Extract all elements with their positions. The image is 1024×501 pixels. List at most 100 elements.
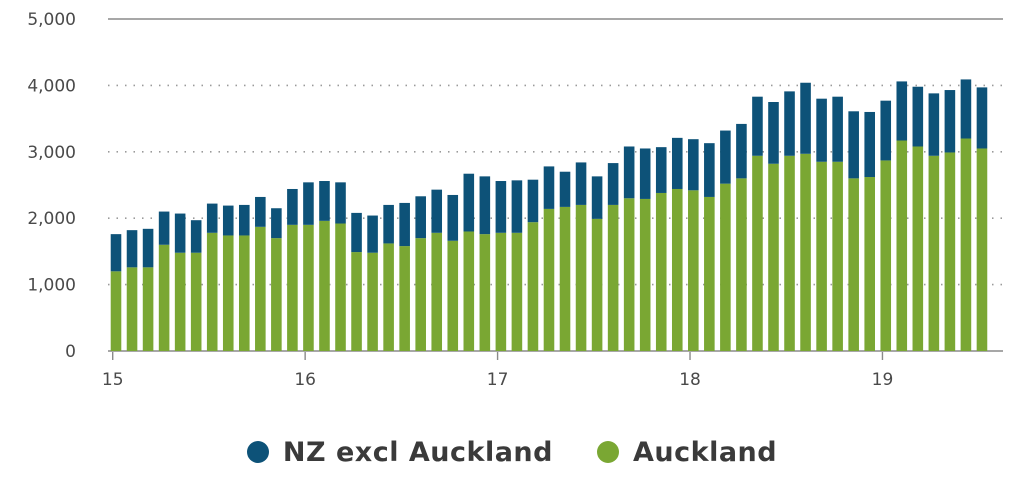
bar-nz-excl-auckland xyxy=(399,202,410,247)
bar-nz-excl-auckland xyxy=(271,208,282,239)
bar-auckland xyxy=(511,232,523,351)
bar-nz-excl-auckland xyxy=(912,86,924,147)
bar-auckland xyxy=(928,155,940,351)
y-tick-label: 0 xyxy=(65,342,76,362)
bar-auckland xyxy=(848,178,859,351)
legend-label-auckland: Auckland xyxy=(632,436,778,468)
bar-auckland xyxy=(479,234,491,351)
y-tick-label: 4,000 xyxy=(27,76,76,96)
bar-auckland xyxy=(495,232,507,351)
legend-item-nz-excl-auckland[interactable]: NZ excl Auckland xyxy=(246,436,553,468)
bar-auckland xyxy=(543,208,555,351)
stacked-bar-chart: 0 1,000 2,000 3,000 4,000 5,000 15 16 17 18 19 xyxy=(27,10,1003,390)
bar-auckland xyxy=(912,146,924,351)
bar-nz-excl-auckland xyxy=(367,215,378,253)
bar-nz-excl-auckland xyxy=(110,234,122,272)
bar-nz-excl-auckland xyxy=(527,179,539,223)
bar-nz-excl-auckland xyxy=(976,87,988,149)
bar-auckland xyxy=(287,224,298,351)
bar-auckland xyxy=(752,155,763,351)
bar-auckland xyxy=(303,224,314,351)
x-tick-label: 16 xyxy=(294,370,316,390)
y-tick-label: 3,000 xyxy=(27,143,76,163)
bar-auckland xyxy=(383,243,394,351)
bar-auckland xyxy=(768,163,779,351)
bar-nz-excl-auckland xyxy=(607,163,619,205)
bar-nz-excl-auckland xyxy=(559,171,571,207)
bar-auckland xyxy=(704,196,715,351)
bar-auckland xyxy=(190,252,202,351)
bar-nz-excl-auckland xyxy=(752,96,763,156)
bar-nz-excl-auckland xyxy=(238,204,250,236)
bar-auckland xyxy=(463,231,475,351)
bar-nz-excl-auckland xyxy=(928,93,940,156)
bar-auckland xyxy=(222,235,234,351)
bar-nz-excl-auckland xyxy=(575,162,587,205)
bar-auckland xyxy=(575,204,587,351)
y-tick-label: 5,000 xyxy=(27,10,76,30)
x-tick-label: 18 xyxy=(679,370,701,390)
legend: NZ excl Auckland Auckland xyxy=(0,430,1024,474)
bar-nz-excl-auckland xyxy=(960,79,972,139)
bar-auckland xyxy=(351,252,362,351)
bar-auckland xyxy=(688,190,699,351)
bar-nz-excl-auckland xyxy=(206,203,218,233)
bar-auckland xyxy=(335,223,346,351)
bar-auckland xyxy=(142,267,154,351)
bar-nz-excl-auckland xyxy=(655,147,667,193)
bar-nz-excl-auckland xyxy=(704,143,715,197)
bar-nz-excl-auckland xyxy=(335,182,346,224)
bar-nz-excl-auckland xyxy=(319,181,330,221)
bar-auckland xyxy=(271,238,282,351)
bar-auckland xyxy=(736,178,747,351)
bar-auckland xyxy=(784,155,795,351)
bar-nz-excl-auckland xyxy=(816,98,827,162)
bar-nz-excl-auckland xyxy=(543,166,555,209)
bar-auckland xyxy=(639,198,651,351)
legend-label-nz-excl-auckland: NZ excl Auckland xyxy=(282,436,553,468)
bar-auckland xyxy=(255,226,266,351)
bar-nz-excl-auckland xyxy=(800,82,811,154)
x-tick-label: 17 xyxy=(487,370,509,390)
bar-auckland xyxy=(607,204,619,351)
bar-nz-excl-auckland xyxy=(591,176,603,219)
bar-auckland xyxy=(238,235,250,351)
bar-auckland xyxy=(816,161,827,351)
bar-nz-excl-auckland xyxy=(351,212,362,253)
bar-auckland xyxy=(864,177,876,351)
bar-nz-excl-auckland xyxy=(142,228,154,268)
bar-auckland xyxy=(559,206,571,351)
bar-auckland xyxy=(800,153,811,351)
legend-item-auckland[interactable]: Auckland xyxy=(596,436,778,468)
bar-nz-excl-auckland xyxy=(736,123,747,179)
bar-auckland xyxy=(960,138,972,351)
bar-nz-excl-auckland xyxy=(495,181,507,233)
bar-nz-excl-auckland xyxy=(864,111,876,178)
bar-auckland xyxy=(527,222,539,351)
y-axis: 0 1,000 2,000 3,000 4,000 5,000 xyxy=(27,10,76,362)
bar-nz-excl-auckland xyxy=(447,194,459,241)
bar-nz-excl-auckland xyxy=(688,139,699,191)
bar-nz-excl-auckland xyxy=(511,180,523,233)
bar-auckland xyxy=(319,220,330,351)
bar-nz-excl-auckland xyxy=(784,91,795,156)
bar-auckland xyxy=(447,240,459,351)
x-tick-label: 19 xyxy=(872,370,894,390)
bar-nz-excl-auckland xyxy=(126,230,138,268)
bars xyxy=(110,79,988,351)
bar-auckland xyxy=(976,148,988,351)
bar-nz-excl-auckland xyxy=(287,188,298,225)
bar-auckland xyxy=(174,252,186,351)
bar-auckland xyxy=(944,152,956,351)
bar-nz-excl-auckland xyxy=(255,196,266,227)
bar-nz-excl-auckland xyxy=(463,173,475,232)
y-tick-label: 1,000 xyxy=(27,276,76,296)
bar-nz-excl-auckland xyxy=(768,102,779,164)
bar-nz-excl-auckland xyxy=(158,211,170,245)
bar-nz-excl-auckland xyxy=(383,204,394,244)
bar-nz-excl-auckland xyxy=(479,176,491,235)
bar-auckland xyxy=(623,198,635,351)
bar-auckland xyxy=(832,161,843,351)
bar-auckland xyxy=(671,188,683,351)
bar-auckland xyxy=(591,218,603,351)
